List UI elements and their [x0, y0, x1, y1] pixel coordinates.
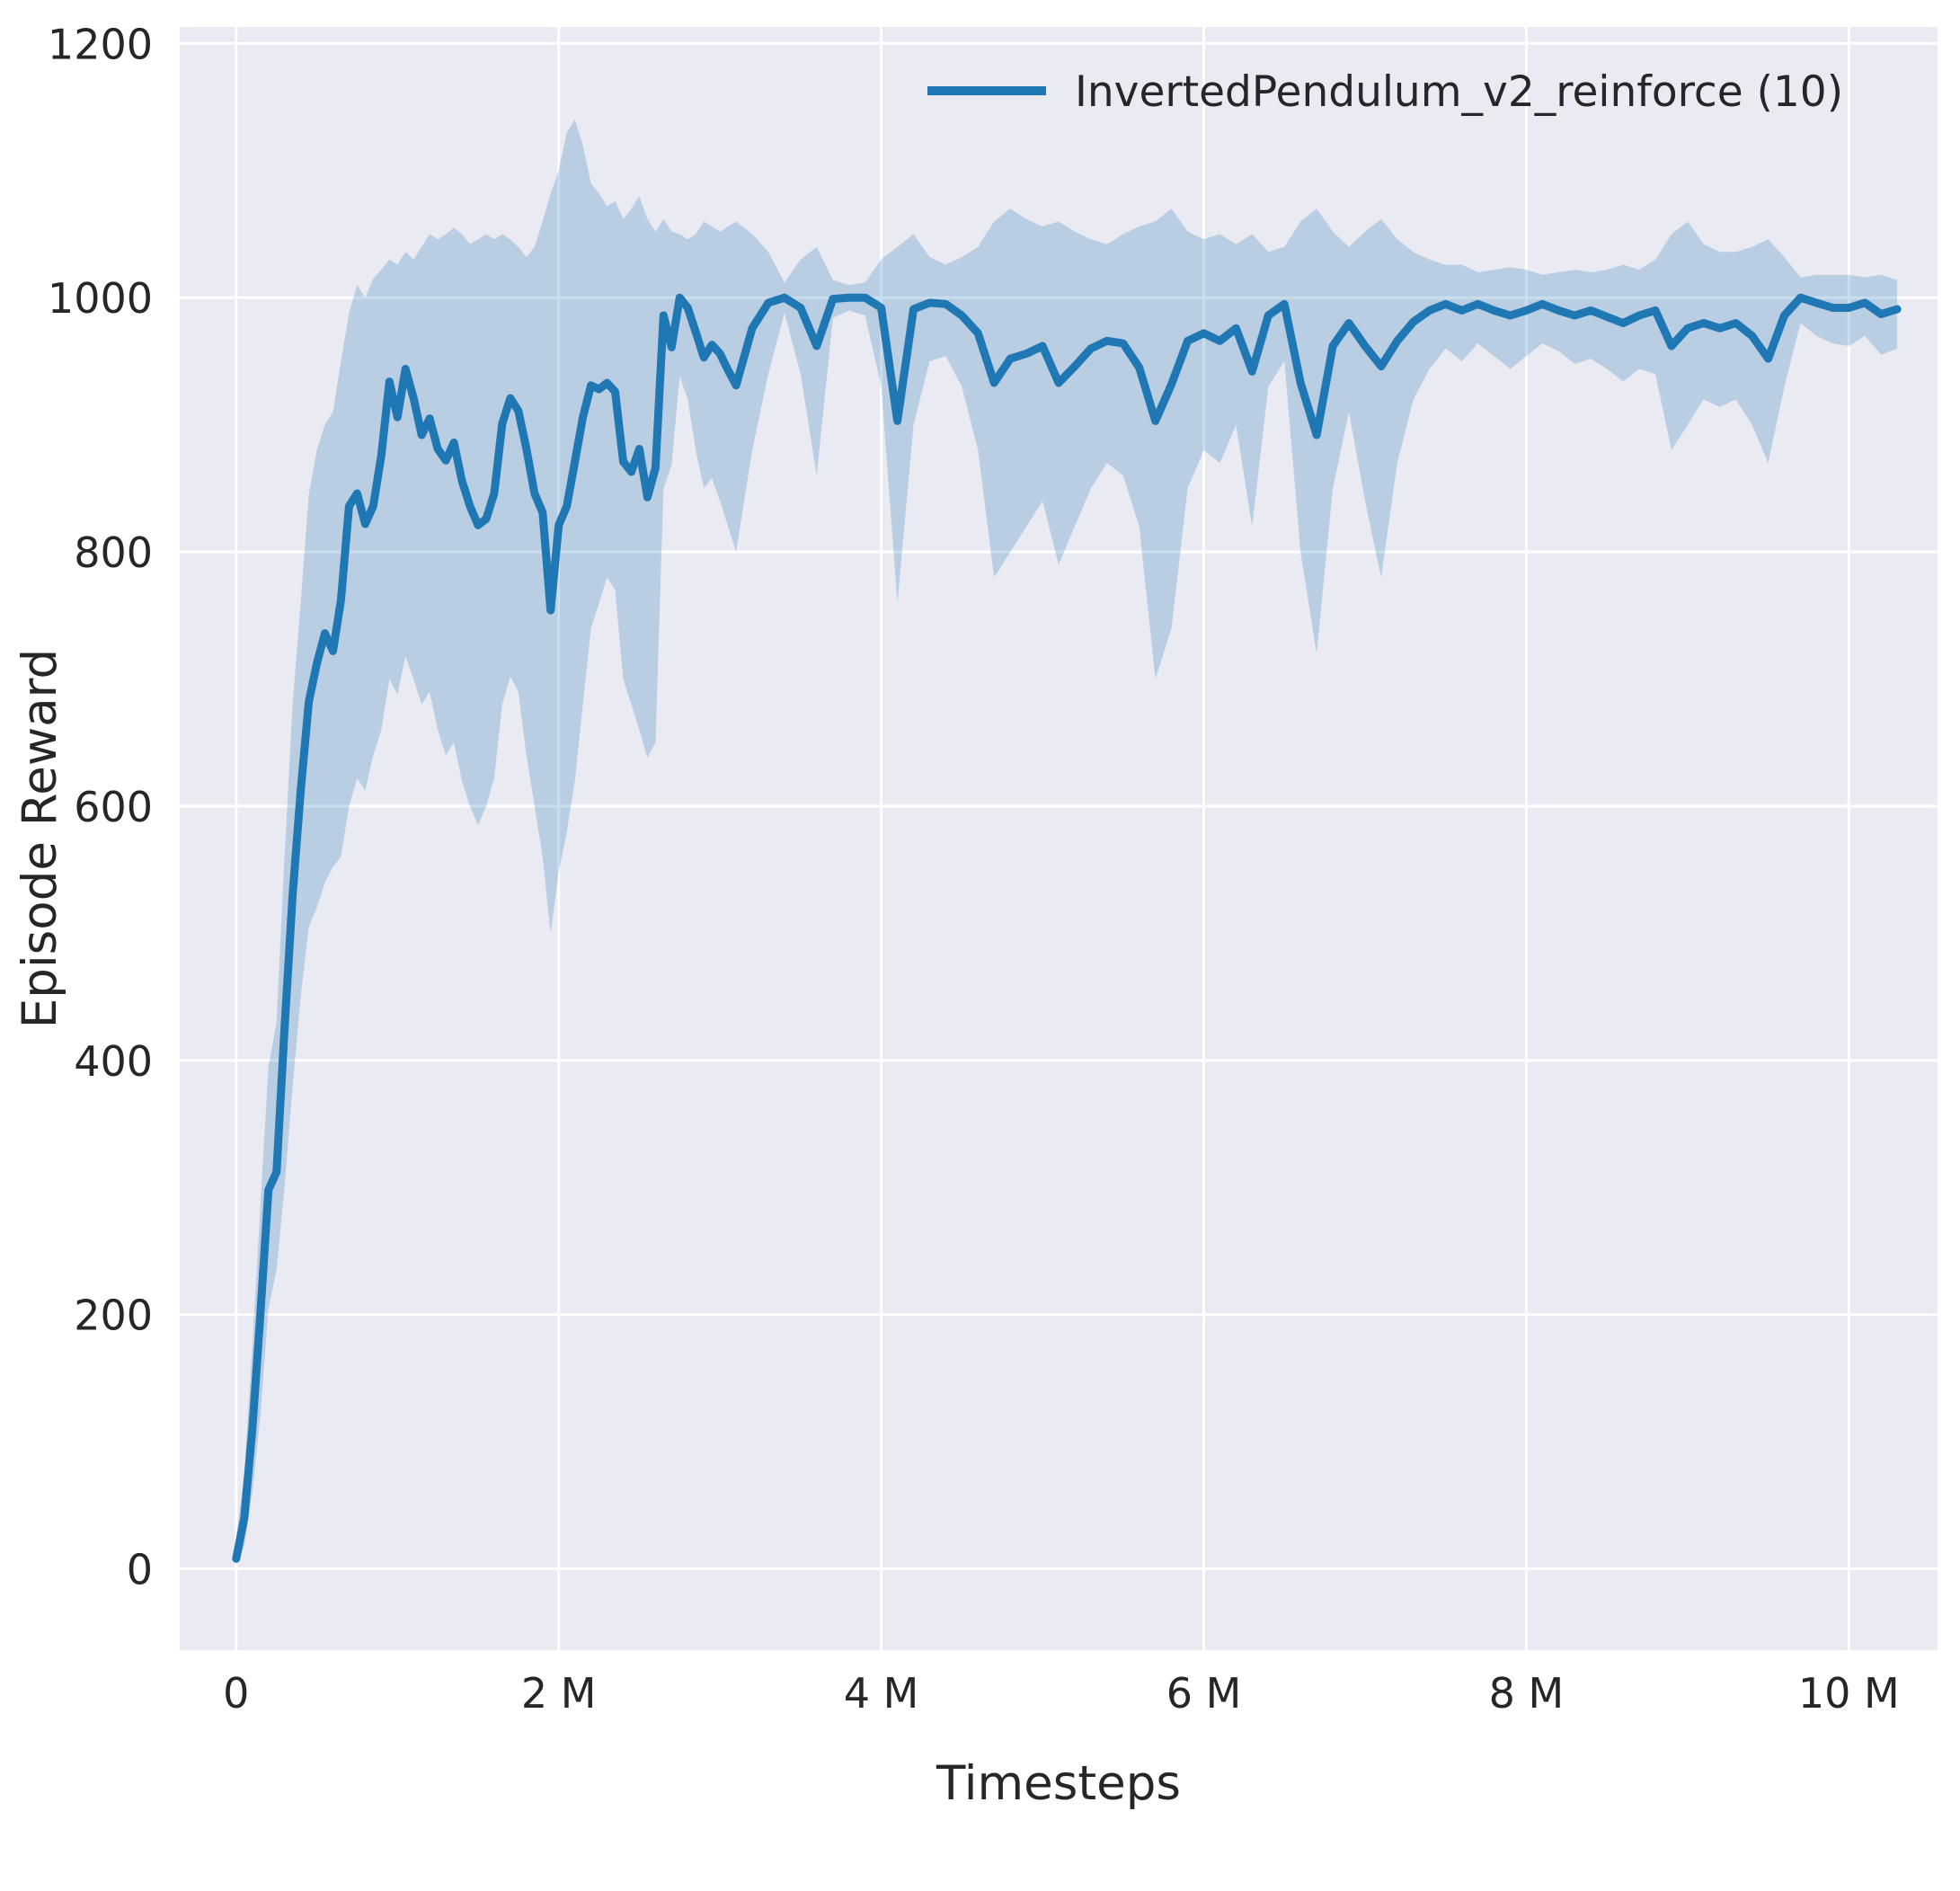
y-tick-label: 1000 [48, 274, 153, 323]
y-axis-label: Episode Reward [13, 649, 67, 1028]
y-tick-label: 0 [127, 1546, 153, 1594]
legend: InvertedPendulum_v2_reinforce (10) [927, 67, 1843, 117]
x-tick-label: 10 M [1798, 1669, 1900, 1718]
x-tick-label: 6 M [1166, 1669, 1242, 1718]
x-tick-label: 8 M [1489, 1669, 1565, 1718]
y-tick-label: 600 [74, 783, 153, 831]
legend-label: InvertedPendulum_v2_reinforce (10) [1075, 67, 1843, 117]
x-tick-label: 0 [223, 1669, 249, 1718]
mean-line [232, 293, 1902, 1563]
x-axis-label: Timesteps [936, 1756, 1181, 1811]
plot-layer: 0 2 M 4 M 6 M 8 M 10 M 0 200 400 600 800 1000 1200 [48, 20, 1938, 1718]
x-tick-label: 2 M [521, 1669, 597, 1718]
y-tick-label: 800 [74, 528, 153, 577]
y-tick-label: 400 [74, 1037, 153, 1086]
x-tick-label: 4 M [844, 1669, 919, 1718]
y-tick-label: 200 [74, 1292, 153, 1340]
y-tick-label: 1200 [48, 20, 153, 68]
